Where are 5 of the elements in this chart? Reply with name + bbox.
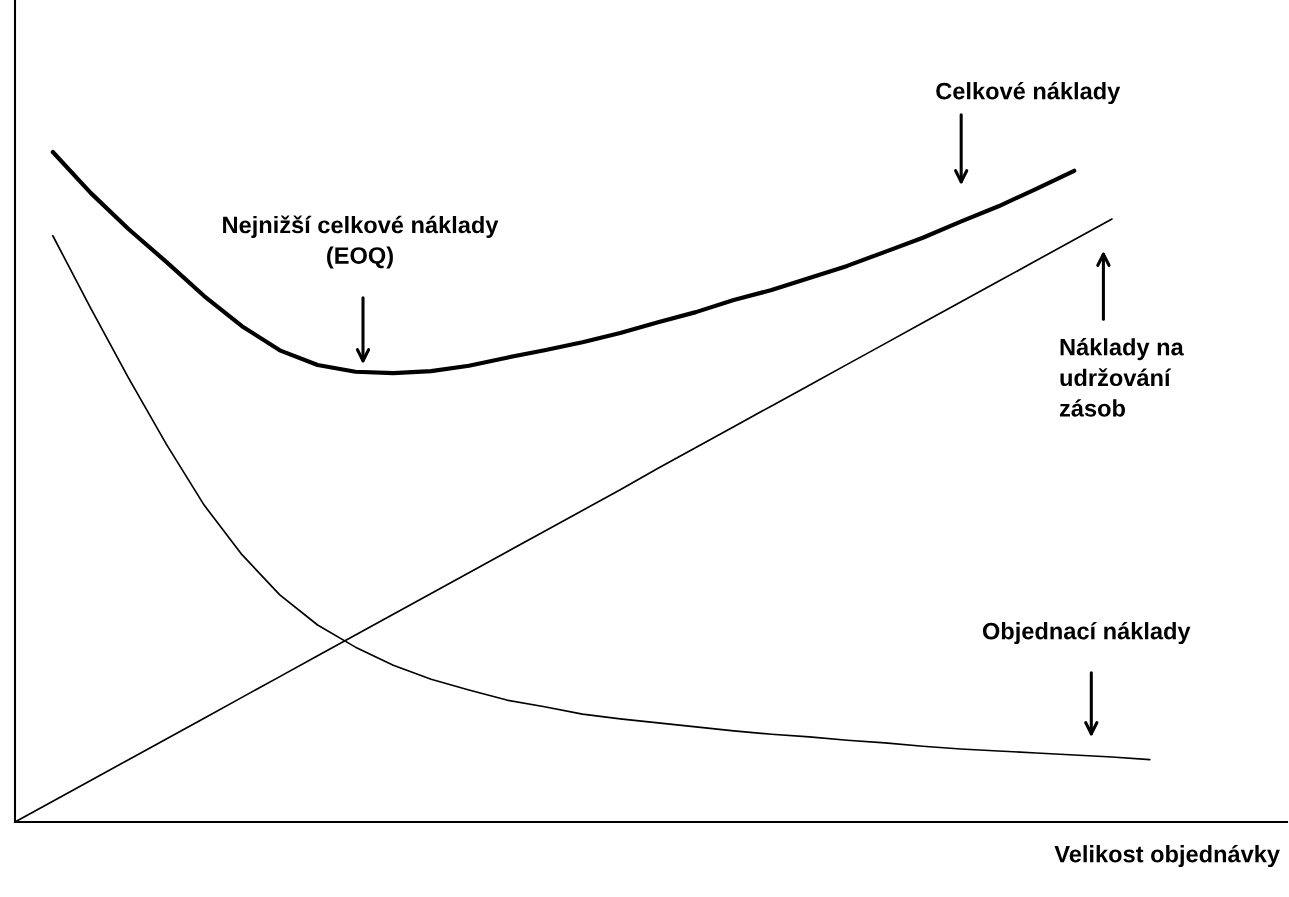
text: Celkové náklady bbox=[936, 81, 1121, 105]
x-axis-title: Velikost objednávky bbox=[1054, 844, 1280, 868]
annotation: Náklady na udržování zásob bbox=[1059, 338, 1184, 417]
annotation: Nejnižší celkové náklady (EOQ) bbox=[223, 215, 499, 269]
annotation: Objednací náklady bbox=[982, 621, 1191, 645]
